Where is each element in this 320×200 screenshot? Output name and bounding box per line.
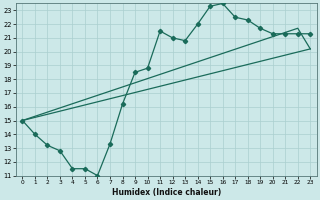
X-axis label: Humidex (Indice chaleur): Humidex (Indice chaleur) — [112, 188, 221, 197]
